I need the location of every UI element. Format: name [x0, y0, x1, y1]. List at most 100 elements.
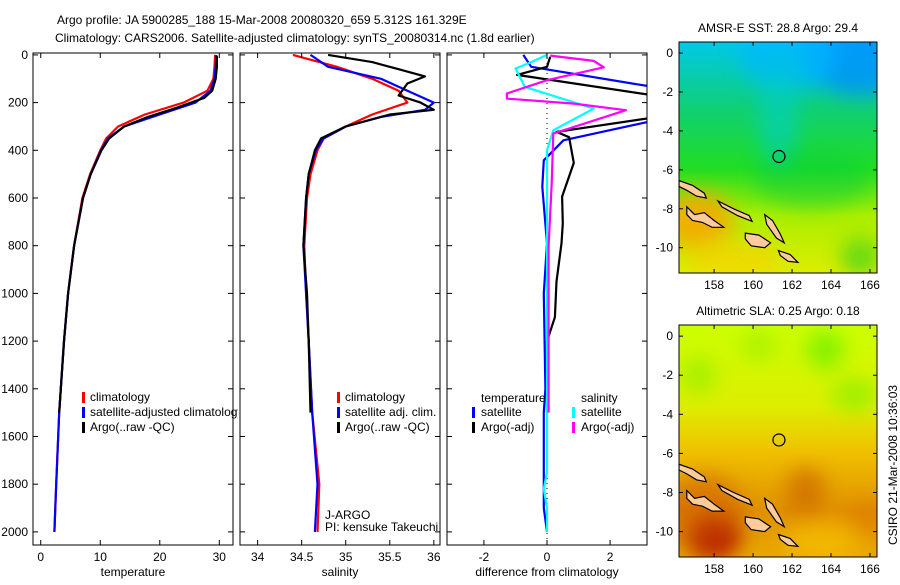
island-coastline — [716, 199, 754, 223]
y-tick-label: -2 — [662, 85, 673, 99]
island-coastline — [777, 249, 800, 264]
y-tick-label: 1200 — [1, 334, 28, 348]
island-coastline — [679, 179, 708, 199]
x-tick-label: 162 — [782, 278, 802, 292]
x-tick-label: 30 — [213, 550, 227, 564]
heatmap-blob — [758, 72, 798, 170]
legend-swatch — [337, 422, 340, 433]
series-line-temperature-argo-adj- — [515, 56, 647, 413]
x-tick-label: 36 — [427, 550, 441, 564]
island-coastline — [744, 232, 772, 249]
y-tick-label: -10 — [656, 525, 674, 539]
x-tick-label: 20 — [153, 550, 167, 564]
series-line-climatology — [53, 54, 217, 532]
legend-swatch — [572, 422, 575, 433]
x-tick-label: -2 — [479, 550, 490, 564]
island-coastline — [763, 213, 786, 245]
axes-frame — [32, 52, 234, 546]
island-coastline — [679, 463, 708, 483]
y-tick-label: 600 — [8, 191, 28, 205]
heatmap-blob — [786, 467, 826, 514]
x-tick-label: 166 — [860, 562, 880, 576]
heatmap-blob — [831, 379, 877, 411]
series-line-argo-raw-qc- — [302, 53, 435, 413]
x-tick-label: 35.5 — [378, 550, 402, 564]
heatmap-blob — [739, 42, 837, 92]
y-tick-label: -4 — [662, 124, 673, 138]
heatmap-blob — [679, 473, 744, 551]
y-tick-label: -2 — [662, 368, 673, 382]
series-line-temperature-satellite — [522, 54, 647, 533]
y-tick-label: 400 — [8, 143, 28, 157]
y-tick-label: -6 — [662, 163, 673, 177]
heatmap-blob — [782, 521, 861, 557]
x-tick-label: 160 — [743, 278, 763, 292]
legend-swatch — [82, 407, 85, 418]
legend-swatch — [82, 422, 85, 433]
legend-entry: Argo(..raw -QC) — [345, 420, 430, 434]
axes-frame — [239, 52, 441, 546]
series-line-satellite-adjusted-climatology — [53, 54, 218, 532]
y-tick-label: -4 — [662, 407, 673, 421]
legend-entry: Argo(-adj) — [481, 420, 534, 434]
legend-header: salinity — [581, 391, 618, 405]
annotation-program: J-ARGO — [325, 508, 370, 522]
heatmap-blob — [753, 150, 871, 209]
y-tick-label: 0 — [666, 46, 673, 60]
x-axis-label: temperature — [101, 565, 166, 579]
series-group — [505, 53, 647, 533]
x-tick-label: 2 — [607, 550, 614, 564]
legend-entry: Argo(..raw -QC) — [90, 420, 175, 434]
series-line-satellite-adj-clim- — [302, 53, 435, 532]
island-coastline — [777, 533, 800, 548]
series-line-climatology — [292, 53, 409, 532]
x-tick-label: 162 — [782, 562, 802, 576]
heatmap-field — [679, 325, 877, 557]
y-tick-label: -8 — [662, 202, 673, 216]
y-tick-label: 2000 — [1, 525, 28, 539]
y-tick-label: 1600 — [1, 429, 28, 443]
y-tick-label: 1400 — [1, 382, 28, 396]
legend-entry: satellite — [581, 405, 622, 419]
float-position-marker — [772, 433, 786, 447]
legend: temperature salinitysatelliteArgo(-adj)sa… — [472, 391, 634, 434]
y-tick-label: 200 — [8, 96, 28, 110]
legend-entry: climatology — [90, 390, 150, 404]
legend-swatch — [337, 392, 340, 403]
island-coastline — [763, 496, 786, 529]
figure-title-line1: Argo profile: JA 5900285_188 15-Mar-2008… — [57, 13, 467, 27]
heatmap-blob — [850, 502, 877, 534]
series-line-salinity-satellite — [514, 53, 595, 532]
legend-swatch — [337, 407, 340, 418]
x-tick-label: 158 — [704, 562, 724, 576]
map-frame — [678, 324, 878, 558]
legend-header: temperature — [481, 391, 546, 405]
y-tick-label: 0 — [666, 329, 673, 343]
x-tick-label: 164 — [821, 278, 841, 292]
island-coastline — [686, 205, 726, 228]
legend-entry: Argo(-adj) — [581, 420, 634, 434]
x-tick-label: 158 — [704, 278, 724, 292]
heatmap-blob — [840, 238, 877, 273]
sla-map: 158 160 162 164 166 0 -2 -4 -6 -8 -10 Altimetric SL… — [656, 304, 881, 576]
series-group — [292, 53, 435, 532]
island-coastline — [686, 489, 726, 512]
series-line-salinity-argo-adj- — [505, 54, 627, 413]
sst-map: 158 160 162 164 166 0 -2 -4 -6 -8 -10 AMSR-E SST: 2… — [656, 21, 881, 292]
y-tick-label: -6 — [662, 446, 673, 460]
legend-swatch — [572, 407, 575, 418]
legend-swatch — [472, 407, 475, 418]
island-coastline — [716, 483, 754, 507]
series-group — [53, 54, 218, 532]
timestamp-stamp: CSIRO 21-Mar-2008 10:36:03 — [886, 385, 900, 545]
figure-title-line2: Climatology: CARS2006. Satellite-adjuste… — [55, 31, 535, 45]
x-tick-label: 10 — [94, 550, 108, 564]
float-position-marker — [772, 149, 786, 164]
x-tick-label: 160 — [743, 562, 763, 576]
legend-entry: satellite-adjusted climatology — [90, 405, 243, 419]
y-tick-label: 0 — [21, 48, 28, 62]
legend-swatch — [82, 392, 85, 403]
